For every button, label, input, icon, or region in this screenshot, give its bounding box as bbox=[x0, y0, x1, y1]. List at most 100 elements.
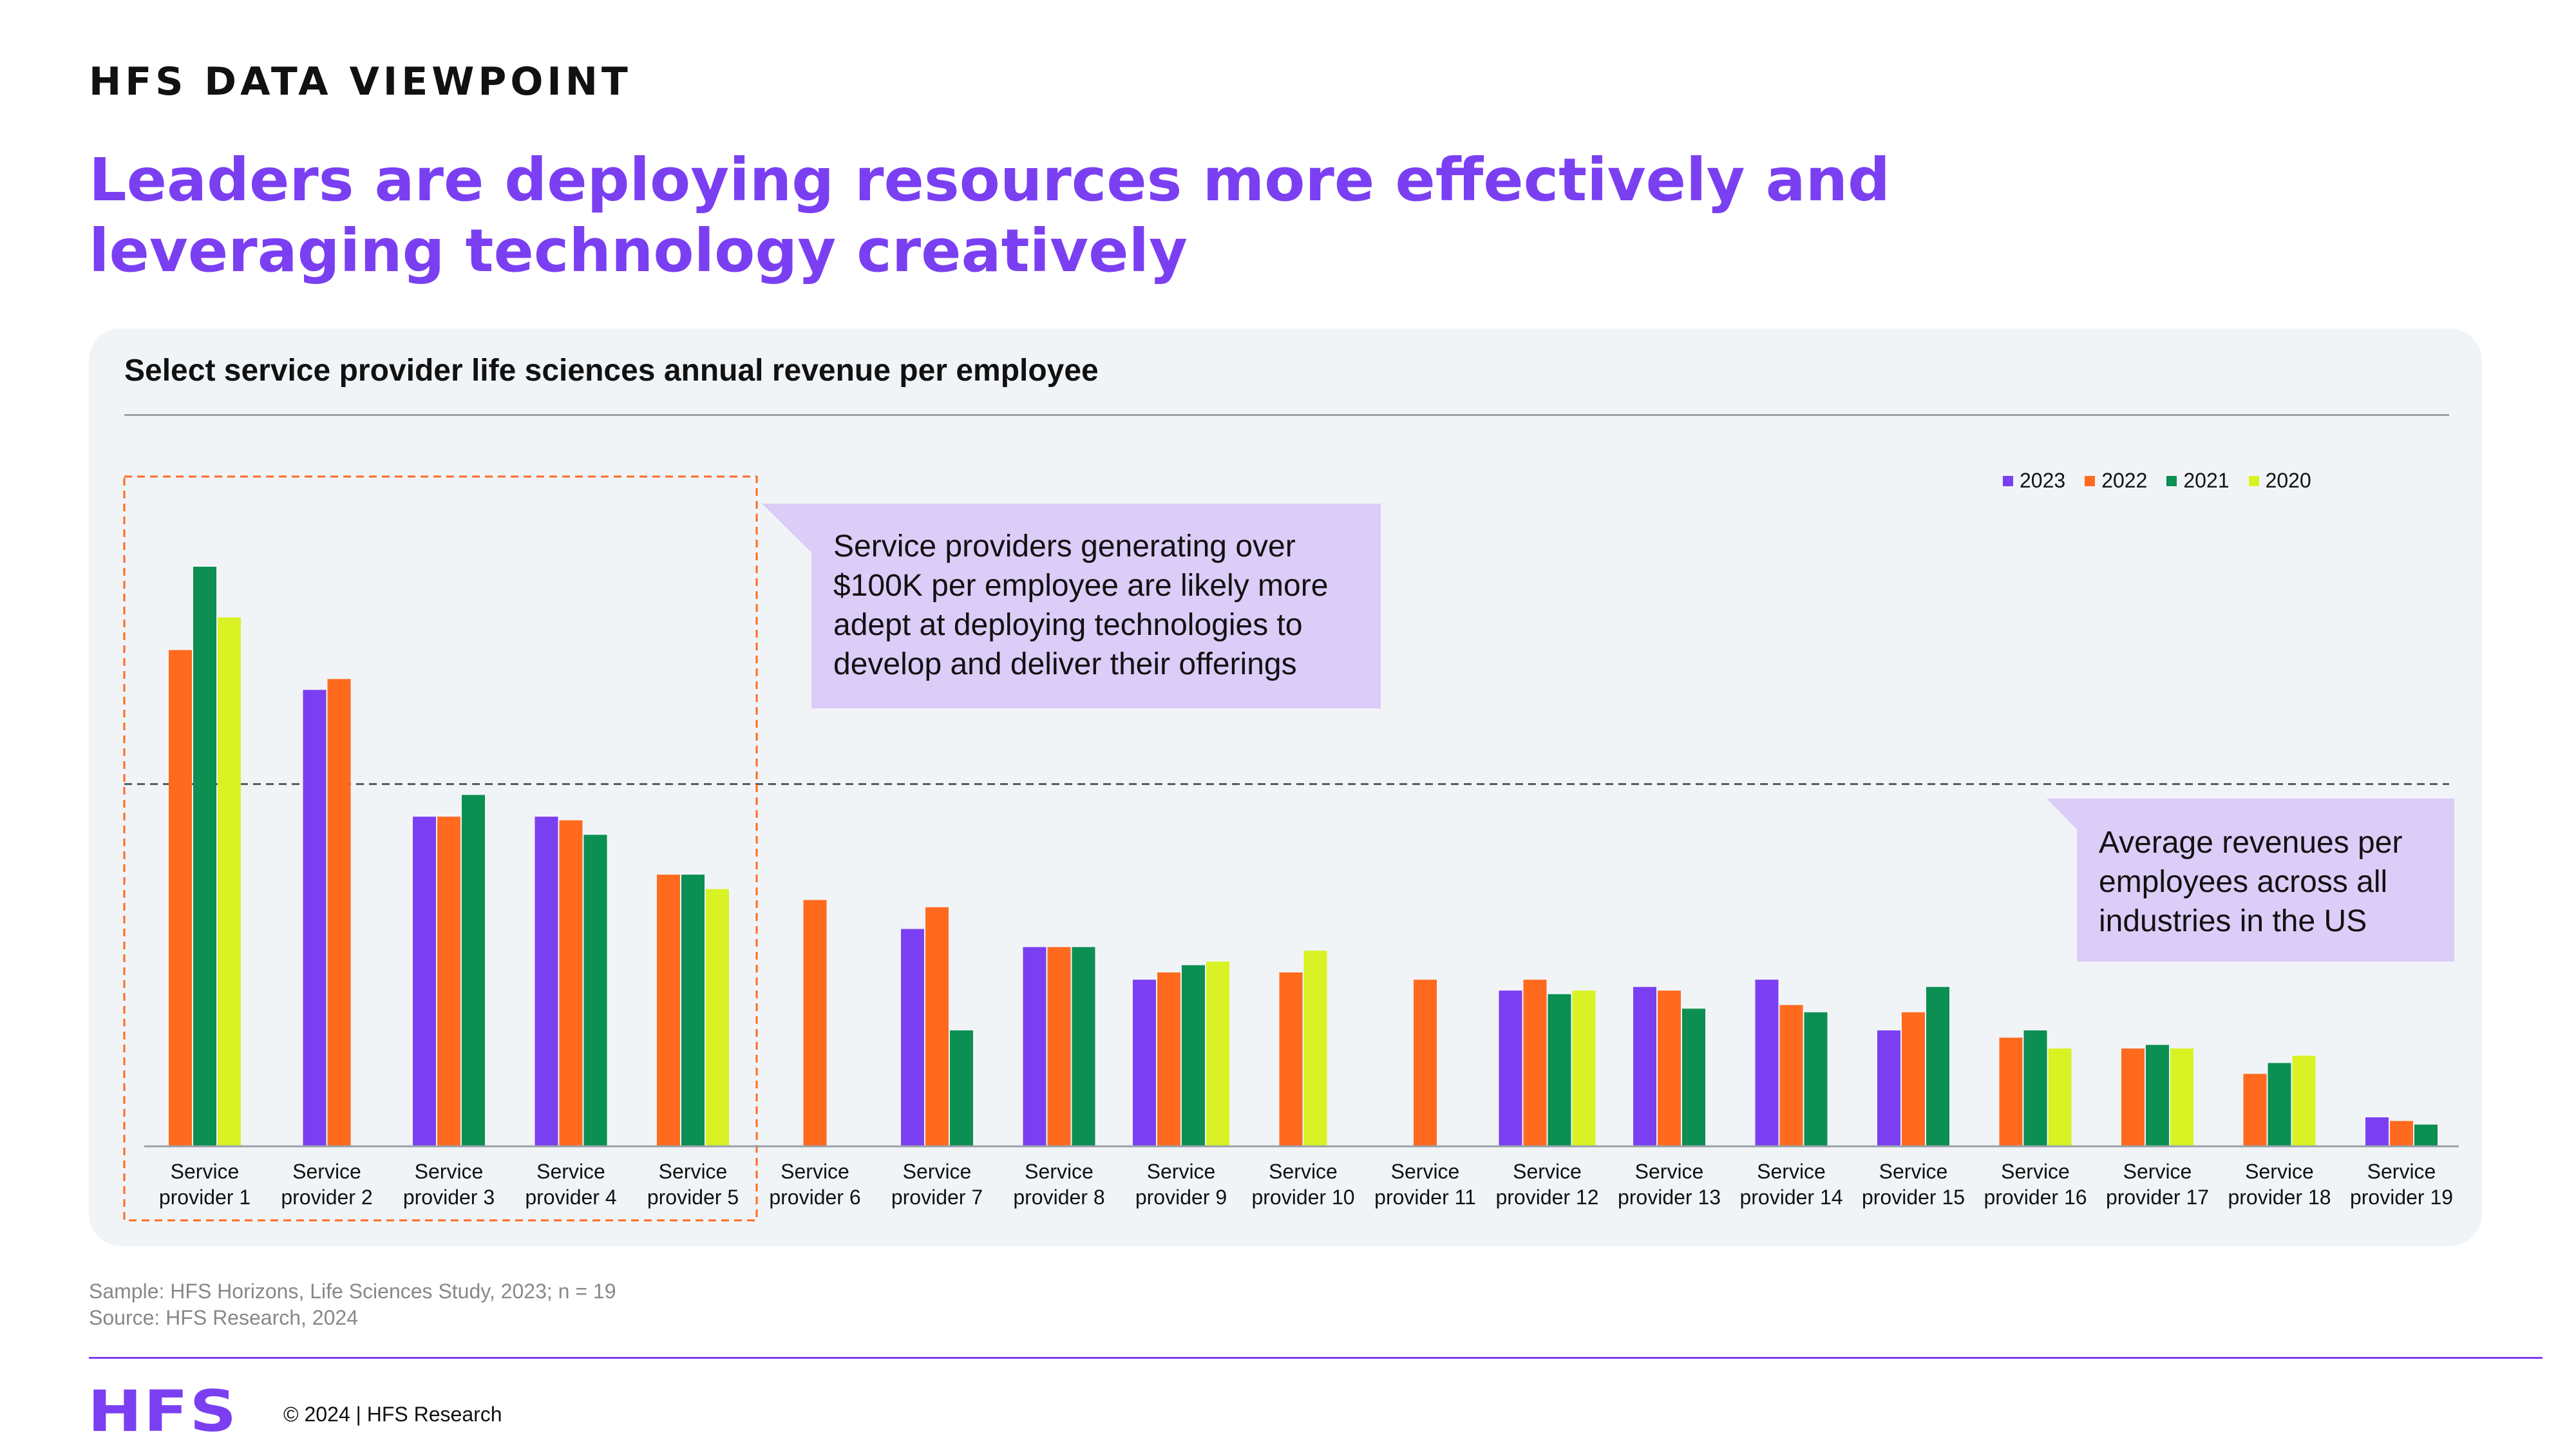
bar-service-provider-12-2021 bbox=[1548, 994, 1571, 1146]
bar-service-provider-4-2023 bbox=[535, 817, 558, 1146]
bar-service-provider-3-2021 bbox=[462, 795, 485, 1146]
x-tick-label-10: Service provider 10 bbox=[1251, 1160, 1354, 1209]
x-tick-label-15: Service provider 15 bbox=[1862, 1160, 1965, 1209]
callout-us-average: Average revenues per employees across al… bbox=[2077, 799, 2454, 961]
bar-service-provider-13-2023 bbox=[1633, 987, 1656, 1146]
bar-service-provider-9-2021 bbox=[1182, 965, 1205, 1146]
legend-swatch-2022 bbox=[2085, 475, 2096, 486]
callout-average-line-3: industries in the US bbox=[2099, 904, 2367, 938]
bar-service-provider-2-2022 bbox=[327, 679, 351, 1146]
footnotes: Sample: HFS Horizons, Life Sciences Stud… bbox=[89, 1278, 616, 1331]
bar-service-provider-6-2022 bbox=[803, 900, 827, 1146]
x-tick-label-13: Service provider 13 bbox=[1618, 1160, 1721, 1209]
bar-service-provider-10-2022 bbox=[1279, 972, 1303, 1146]
bar-service-provider-16-2022 bbox=[1999, 1037, 2023, 1146]
hfs-logo: HFS bbox=[88, 1378, 238, 1444]
bar-service-provider-8-2022 bbox=[1047, 947, 1071, 1146]
bar-service-provider-12-2023 bbox=[1499, 990, 1522, 1146]
bar-service-provider-9-2023 bbox=[1133, 980, 1156, 1146]
bar-service-provider-8-2021 bbox=[1072, 947, 1095, 1146]
bar-service-provider-19-2022 bbox=[2390, 1121, 2413, 1146]
bar-service-provider-11-2022 bbox=[1414, 980, 1437, 1146]
bar-service-provider-15-2022 bbox=[1902, 1012, 1925, 1146]
page-headline: Leaders are deploying resources more eff… bbox=[89, 145, 2343, 287]
bar-service-provider-19-2021 bbox=[2414, 1124, 2438, 1146]
x-tick-label-14: Service provider 14 bbox=[1739, 1160, 1842, 1209]
x-tick-label-17: Service provider 17 bbox=[2106, 1160, 2209, 1209]
x-tick-label-11: Service provider 11 bbox=[1374, 1160, 1476, 1209]
legend-label-2020: 2020 bbox=[2265, 469, 2311, 492]
callout-top-line-2: $100K per employee are likely more bbox=[833, 569, 1329, 603]
bar-service-provider-15-2021 bbox=[1926, 987, 1949, 1146]
x-tick-label-16: Service provider 16 bbox=[1984, 1160, 2087, 1209]
x-tick-label-3: Service provider 3 bbox=[403, 1160, 495, 1209]
bar-service-provider-13-2021 bbox=[1682, 1009, 1705, 1146]
bar-service-provider-15-2023 bbox=[1877, 1030, 1900, 1146]
bar-service-provider-5-2021 bbox=[681, 875, 705, 1146]
footer-divider bbox=[89, 1357, 2543, 1359]
x-tick-label-4: Service provider 4 bbox=[525, 1160, 616, 1209]
legend-swatch-2021 bbox=[2166, 475, 2177, 486]
sample-note: Sample: HFS Horizons, Life Sciences Stud… bbox=[89, 1280, 616, 1303]
callout-average-line-2: employees across all bbox=[2099, 865, 2388, 899]
legend-label-2022: 2022 bbox=[2101, 469, 2148, 492]
title-divider bbox=[124, 414, 2449, 416]
callout-top-pointer bbox=[762, 504, 813, 554]
x-tick-label-12: Service provider 12 bbox=[1495, 1160, 1598, 1209]
bar-service-provider-1-2020 bbox=[218, 617, 241, 1146]
bar-service-provider-7-2022 bbox=[925, 907, 949, 1146]
top-performers-highlight-box bbox=[123, 475, 758, 1222]
bar-service-provider-17-2021 bbox=[2146, 1045, 2169, 1146]
bar-service-provider-12-2020 bbox=[1572, 990, 1596, 1146]
bar-service-provider-18-2020 bbox=[2292, 1056, 2316, 1146]
x-tick-label-7: Service provider 7 bbox=[891, 1160, 983, 1209]
bar-service-provider-18-2021 bbox=[2268, 1063, 2291, 1146]
chart-legend: 2023 2022 2021 2020 bbox=[2003, 469, 2311, 493]
bar-service-provider-10-2020 bbox=[1303, 951, 1327, 1146]
x-tick-label-8: Service provider 8 bbox=[1013, 1160, 1104, 1209]
legend-swatch-2023 bbox=[2003, 475, 2013, 486]
bar-service-provider-7-2021 bbox=[950, 1030, 973, 1146]
callout-top-line-4: develop and deliver their offerings bbox=[833, 647, 1297, 681]
callout-average-line-1: Average revenues per bbox=[2099, 826, 2403, 860]
bar-service-provider-7-2023 bbox=[901, 929, 924, 1146]
bar-service-provider-14-2023 bbox=[1755, 980, 1779, 1146]
x-tick-label-5: Service provider 5 bbox=[647, 1160, 739, 1209]
bar-service-provider-9-2020 bbox=[1206, 961, 1229, 1146]
bar-service-provider-17-2020 bbox=[2170, 1048, 2193, 1146]
legend-swatch-2020 bbox=[2248, 475, 2259, 486]
callout-average-pointer bbox=[2047, 799, 2078, 831]
bar-service-provider-3-2022 bbox=[437, 817, 460, 1146]
legend-item-2022: 2022 bbox=[2085, 469, 2147, 493]
headline-line-1: Leaders are deploying resources more eff… bbox=[89, 146, 1891, 214]
bar-service-provider-16-2021 bbox=[2023, 1030, 2047, 1146]
x-tick-label-2: Service provider 2 bbox=[281, 1160, 372, 1209]
callout-top-line-3: adept at deploying technologies to bbox=[833, 608, 1303, 642]
callout-top-line-1: Service providers generating over bbox=[833, 529, 1296, 564]
x-tick-label-6: Service provider 6 bbox=[769, 1160, 860, 1209]
bar-service-provider-14-2022 bbox=[1779, 1005, 1803, 1146]
x-tick-label-19: Service provider 19 bbox=[2350, 1160, 2453, 1209]
bar-service-provider-3-2023 bbox=[413, 817, 436, 1146]
bar-service-provider-5-2020 bbox=[706, 889, 729, 1146]
bar-service-provider-17-2022 bbox=[2121, 1048, 2145, 1146]
bar-service-provider-14-2021 bbox=[1804, 1012, 1828, 1146]
bar-service-provider-5-2022 bbox=[657, 875, 680, 1146]
bar-service-provider-13-2022 bbox=[1658, 990, 1681, 1146]
source-note: Source: HFS Research, 2024 bbox=[89, 1306, 358, 1329]
legend-item-2021: 2021 bbox=[2166, 469, 2230, 493]
bar-service-provider-4-2022 bbox=[559, 820, 583, 1146]
chart-title: Select service provider life sciences an… bbox=[124, 354, 1099, 388]
bar-service-provider-1-2021 bbox=[193, 567, 216, 1146]
eyebrow-label: HFS DATA VIEWPOINT bbox=[89, 59, 632, 104]
callout-top-performers: Service providers generating over $100K … bbox=[811, 504, 1381, 708]
bar-service-provider-1-2022 bbox=[169, 650, 192, 1146]
legend-label-2023: 2023 bbox=[2020, 469, 2066, 492]
legend-item-2023: 2023 bbox=[2003, 469, 2065, 493]
legend-label-2021: 2021 bbox=[2183, 469, 2230, 492]
x-tick-label-18: Service provider 18 bbox=[2228, 1160, 2331, 1209]
bar-service-provider-18-2022 bbox=[2243, 1074, 2267, 1146]
bar-service-provider-8-2023 bbox=[1023, 947, 1046, 1146]
bar-service-provider-9-2022 bbox=[1157, 972, 1180, 1146]
